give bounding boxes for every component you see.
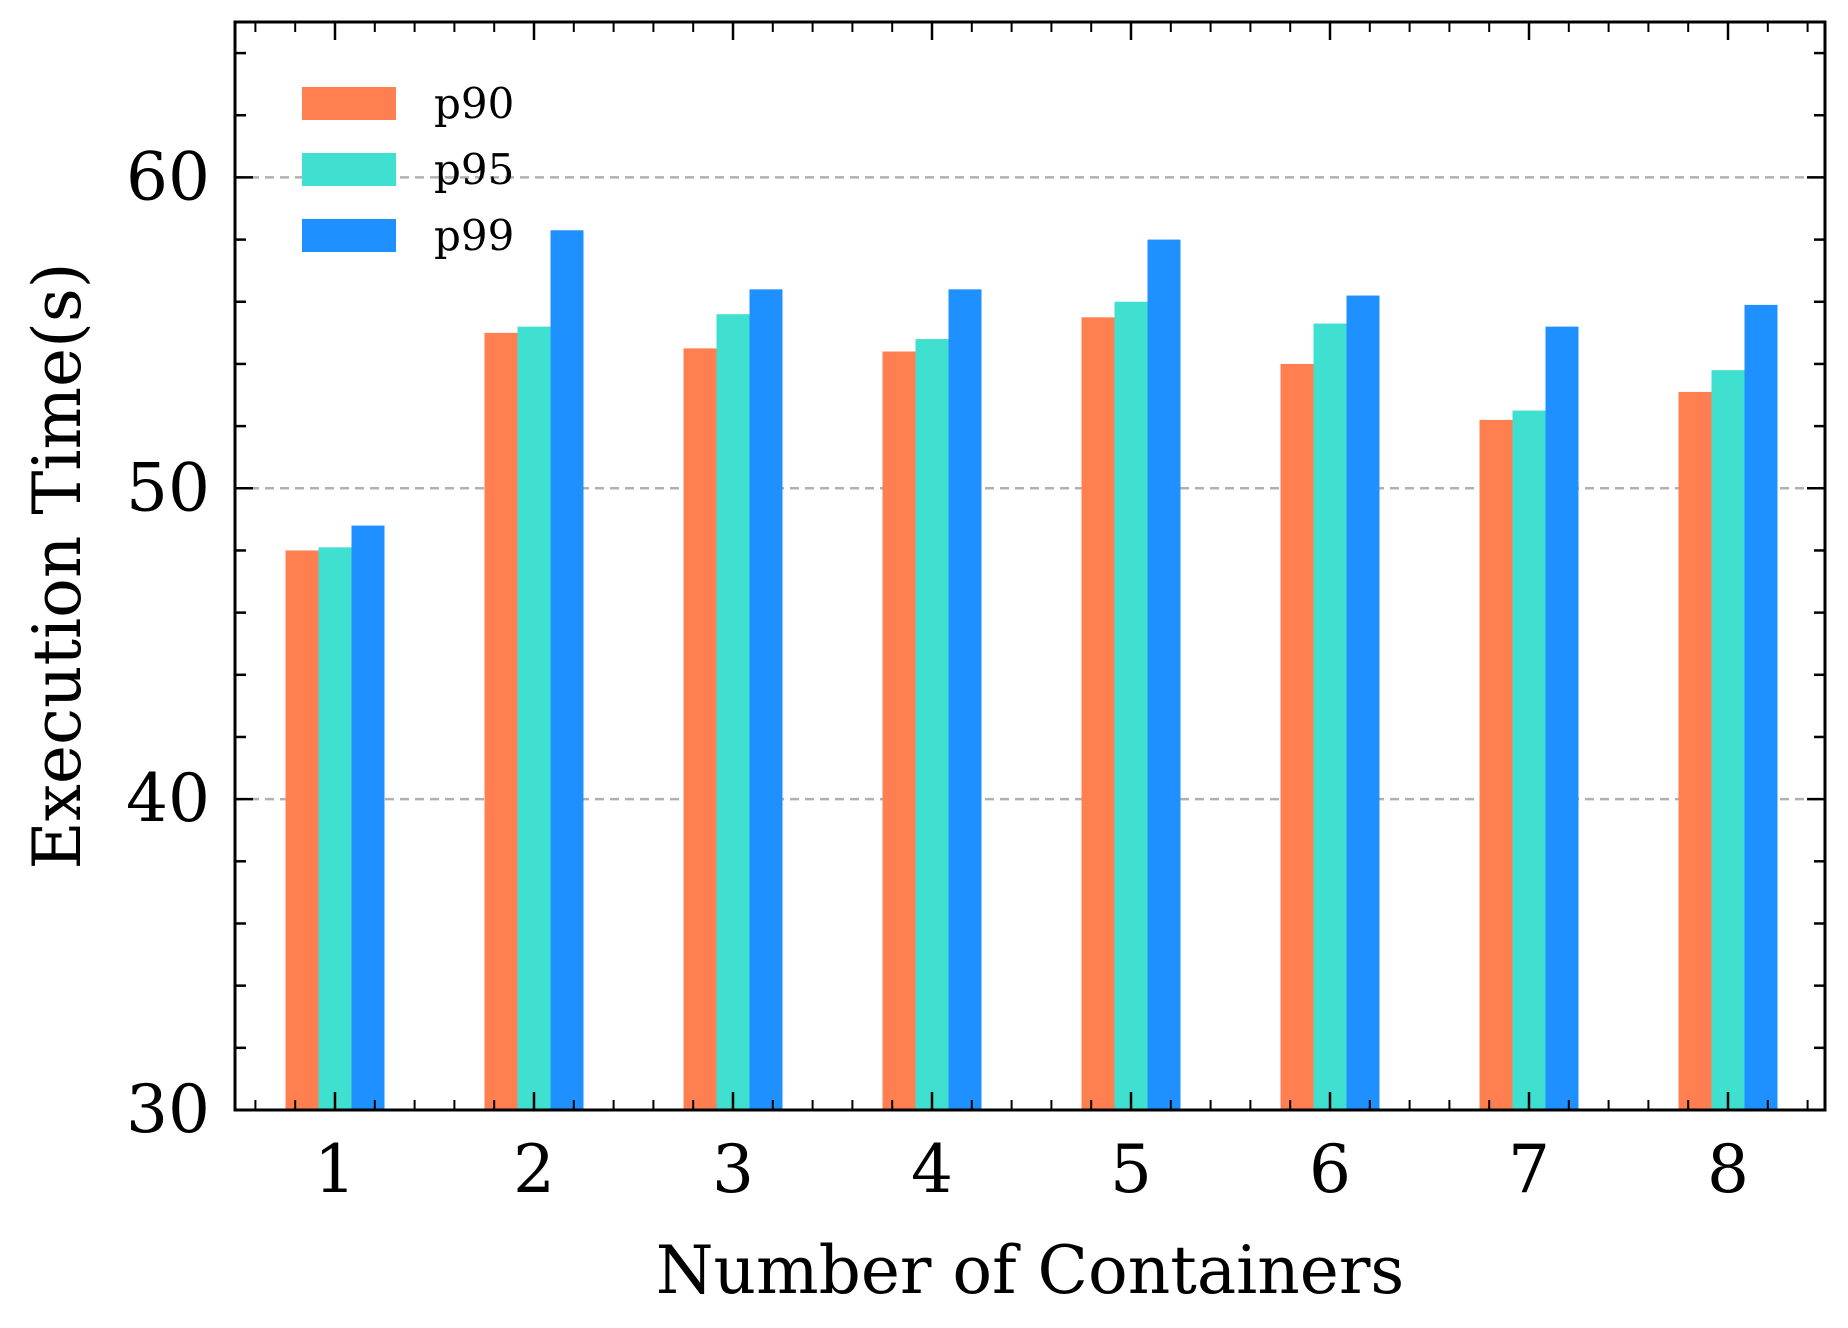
bar-p90-8 <box>1678 391 1712 1110</box>
bar-p95-6 <box>1313 323 1347 1110</box>
x-tick-label: 6 <box>1309 1131 1351 1208</box>
x-tick-label: 3 <box>712 1131 754 1208</box>
bar-p95-3 <box>716 314 750 1111</box>
legend-swatch-p99 <box>302 219 396 252</box>
legend-label-p90: p90 <box>434 79 514 128</box>
bar-p95-1 <box>318 547 352 1110</box>
tick-labels: 1 2 3 4 5 6 7 8 30 40 50 60 <box>126 138 1749 1208</box>
x-tick-label: 8 <box>1707 1131 1749 1208</box>
bar-p90-3 <box>683 348 717 1110</box>
bar-p99-4 <box>948 289 982 1110</box>
x-tick-label: 1 <box>314 1131 356 1208</box>
x-tick-label: 7 <box>1508 1131 1550 1208</box>
legend-swatch-p90 <box>302 87 396 120</box>
bar-p90-2 <box>484 332 518 1110</box>
bar-p99-7 <box>1545 326 1579 1110</box>
bar-p99-2 <box>550 230 584 1110</box>
bar-p99-3 <box>749 289 783 1110</box>
bar-p90-7 <box>1479 419 1513 1110</box>
x-tick-label: 4 <box>911 1131 953 1208</box>
legend-label-p95: p95 <box>434 145 514 194</box>
bar-p99-6 <box>1346 295 1380 1110</box>
legend-swatch-p95 <box>302 153 396 186</box>
bar-p99-1 <box>351 525 385 1110</box>
bar-p99-5 <box>1147 239 1181 1111</box>
bar-p95-7 <box>1512 410 1546 1111</box>
y-axis-title: Execution Time(s) <box>19 263 96 870</box>
bar-p95-4 <box>915 339 949 1110</box>
x-axis-title: Number of Containers <box>656 1232 1405 1309</box>
bar-p95-5 <box>1114 301 1148 1110</box>
y-tick-label: 40 <box>126 760 210 837</box>
bar-p99-8 <box>1744 304 1778 1110</box>
bar-p90-5 <box>1081 317 1115 1110</box>
x-tick-label: 2 <box>513 1131 555 1208</box>
y-tick-label: 60 <box>126 138 210 215</box>
bar-p90-6 <box>1280 363 1314 1110</box>
bar-p90-4 <box>882 351 916 1111</box>
x-tick-label: 5 <box>1110 1131 1152 1208</box>
axis-ticks <box>235 22 1825 1112</box>
y-tick-label: 30 <box>126 1071 210 1148</box>
legend: p90 p95 p99 <box>302 79 514 260</box>
bar-p95-8 <box>1711 370 1745 1110</box>
bar-p95-2 <box>517 326 551 1110</box>
bars <box>285 230 1778 1111</box>
bar-p90-1 <box>285 550 319 1110</box>
y-tick-label: 50 <box>126 449 210 526</box>
grid-lines <box>235 176 1825 801</box>
plot-frame <box>233 20 1827 1112</box>
legend-label-p99: p99 <box>434 211 514 260</box>
